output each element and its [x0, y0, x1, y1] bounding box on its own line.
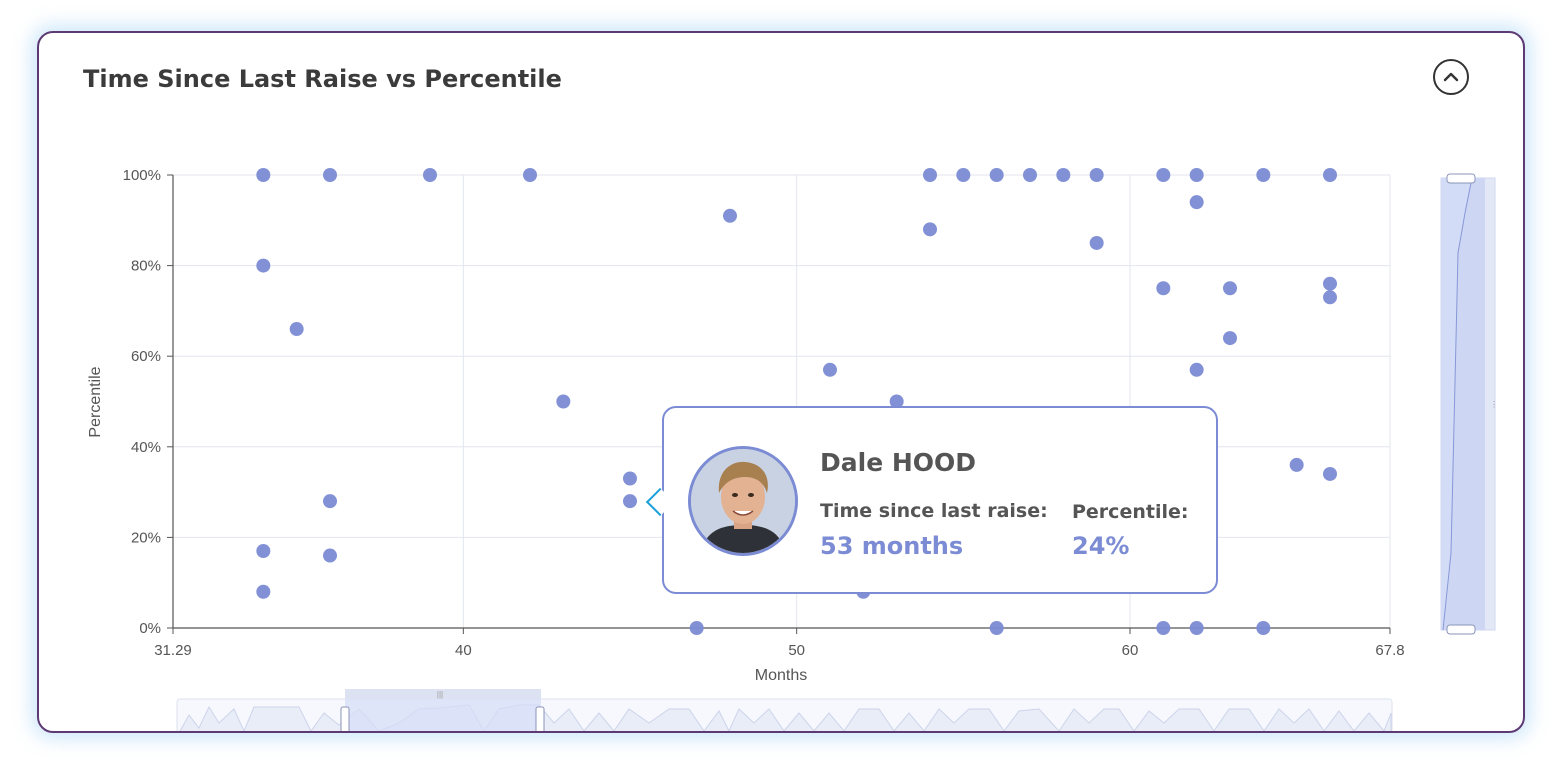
data-point[interactable] — [1156, 621, 1171, 635]
chart-points — [256, 168, 1337, 635]
data-point[interactable] — [323, 168, 337, 182]
data-point[interactable] — [1323, 276, 1337, 291]
scatter-chart: 0% 20% 40% 60% 80% 100% 31.29 40 50 60 67.8 Months… — [87, 167, 1498, 731]
vertical-slider-top-handle[interactable] — [1446, 173, 1476, 184]
y-tick-label: 20% — [131, 529, 161, 546]
time-since-raise-value: 53 months — [820, 532, 964, 560]
horizontal-slider-grip[interactable] — [345, 689, 541, 699]
x-tick-label: 40 — [455, 642, 472, 659]
data-point[interactable] — [1223, 331, 1237, 346]
data-point[interactable] — [823, 362, 837, 377]
data-point[interactable] — [1189, 168, 1204, 182]
data-point[interactable] — [889, 394, 904, 409]
y-tick-label: 0% — [139, 620, 161, 637]
chart-card: Time Since Last Raise vs Percentile 0% 20… — [37, 31, 1525, 733]
data-point[interactable] — [1156, 168, 1171, 182]
data-point[interactable] — [256, 584, 271, 599]
data-point[interactable] — [323, 494, 337, 509]
data-point[interactable] — [1256, 168, 1271, 182]
data-point[interactable] — [723, 208, 737, 223]
data-point[interactable] — [1323, 466, 1337, 481]
y-tick-label: 100% — [123, 167, 161, 184]
data-point[interactable] — [689, 621, 704, 635]
y-tick-label: 80% — [131, 258, 161, 275]
data-point[interactable] — [1323, 168, 1337, 182]
y-tick-label: 40% — [131, 439, 161, 456]
data-point[interactable] — [556, 394, 571, 409]
data-point[interactable] — [1189, 621, 1204, 635]
data-point[interactable] — [323, 548, 337, 563]
data-point[interactable] — [423, 168, 437, 182]
collapse-button[interactable] — [1433, 59, 1469, 95]
employee-name: Dale HOOD — [820, 448, 977, 477]
data-point[interactable] — [1189, 362, 1204, 377]
data-point[interactable] — [1089, 168, 1104, 182]
chevron-up-icon — [1443, 72, 1459, 82]
data-point[interactable] — [623, 471, 637, 486]
data-point[interactable] — [1056, 168, 1071, 182]
data-point[interactable] — [923, 168, 937, 182]
data-point[interactable] — [256, 258, 271, 273]
data-point[interactable] — [1323, 290, 1337, 305]
x-tick-label: 50 — [788, 642, 805, 659]
time-since-raise-label: Time since last raise: — [820, 500, 1048, 522]
data-point[interactable] — [1289, 457, 1304, 472]
svg-text:⋮: ⋮ — [1490, 400, 1498, 409]
data-point[interactable] — [623, 494, 637, 509]
horizontal-zoom-slider[interactable]: ||| — [176, 689, 1393, 731]
data-point[interactable] — [1089, 235, 1104, 250]
data-point[interactable] — [523, 168, 537, 182]
horizontal-slider-left-handle[interactable] — [340, 706, 350, 731]
data-point[interactable] — [1256, 621, 1271, 635]
horizontal-slider-right-handle[interactable] — [535, 706, 545, 731]
data-point[interactable] — [256, 168, 271, 182]
data-point[interactable] — [989, 621, 1004, 635]
data-point[interactable] — [1156, 281, 1171, 296]
data-point[interactable] — [256, 543, 271, 558]
chart-axes: 0% 20% 40% 60% 80% 100% 31.29 40 50 60 67.8 — [123, 167, 1405, 659]
data-point[interactable] — [289, 322, 304, 337]
x-tick-label: 67.8 — [1375, 642, 1404, 659]
point-tooltip: Dale HOOD Time since last raise: 53 mont… — [645, 406, 1218, 594]
data-point[interactable] — [1023, 168, 1037, 182]
vertical-zoom-slider[interactable]: ⋮ — [1440, 173, 1498, 635]
y-axis-label: Percentile — [87, 366, 104, 437]
svg-text:|||: ||| — [437, 690, 443, 699]
avatar — [688, 446, 798, 556]
vertical-slider-bottom-handle[interactable] — [1446, 624, 1476, 635]
data-point[interactable] — [956, 168, 971, 182]
x-axis-label: Months — [755, 667, 807, 684]
data-point[interactable] — [1189, 195, 1204, 210]
data-point[interactable] — [923, 222, 937, 237]
x-tick-label: 60 — [1122, 642, 1139, 659]
percentile-value: 24% — [1072, 532, 1130, 560]
data-point[interactable] — [1223, 281, 1237, 296]
y-tick-label: 60% — [131, 348, 161, 365]
x-tick-label: 31.29 — [154, 642, 192, 659]
data-point[interactable] — [989, 168, 1004, 182]
avatar-image — [691, 449, 795, 553]
percentile-label: Percentile: — [1072, 501, 1189, 523]
chart-title: Time Since Last Raise vs Percentile — [83, 65, 562, 93]
